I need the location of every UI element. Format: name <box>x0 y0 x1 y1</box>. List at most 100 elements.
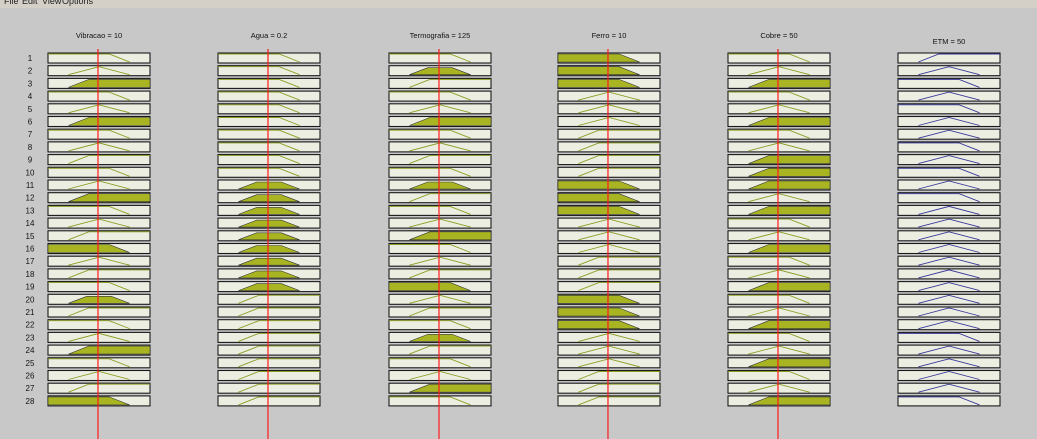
rule-plot-box[interactable] <box>727 90 831 102</box>
rule-plot-box[interactable] <box>897 77 1001 89</box>
rule-plot-box[interactable] <box>727 331 831 343</box>
rule-number-label[interactable]: 8 <box>28 143 33 152</box>
rule-plot-box[interactable] <box>47 166 151 178</box>
rule-plot-box[interactable] <box>557 217 661 229</box>
rule-number-label[interactable]: 13 <box>26 206 35 215</box>
rule-plot-box[interactable] <box>557 369 661 382</box>
rule-plot-box[interactable] <box>217 357 321 369</box>
rule-number-label[interactable]: 4 <box>28 92 33 101</box>
rule-plot-box[interactable] <box>47 255 151 267</box>
rule-plot-box[interactable] <box>557 166 661 178</box>
rule-plot-box[interactable] <box>47 128 151 140</box>
rule-plot-box[interactable] <box>388 293 492 305</box>
rule-plot-box[interactable] <box>388 103 492 115</box>
rule-number-label[interactable]: 17 <box>26 257 35 266</box>
rule-number-label[interactable]: 16 <box>26 245 35 254</box>
rule-plot-box[interactable] <box>217 319 321 331</box>
rule-plot-box[interactable] <box>727 344 831 356</box>
rule-plot-box[interactable] <box>388 357 492 369</box>
rule-number-label[interactable]: 26 <box>26 372 35 381</box>
rule-plot-box[interactable] <box>897 52 1001 64</box>
rule-plot-box[interactable] <box>47 103 151 115</box>
rule-plot-box[interactable] <box>897 204 1001 216</box>
rule-number-label[interactable]: 22 <box>26 321 35 330</box>
rule-plot-box[interactable] <box>897 306 1001 318</box>
rule-plot-box[interactable] <box>557 90 661 102</box>
rule-plot-box[interactable] <box>727 306 831 318</box>
rule-plot-box[interactable] <box>47 52 151 64</box>
rule-plot-box[interactable] <box>388 344 492 356</box>
rule-plot-box[interactable] <box>897 179 1001 191</box>
rule-plot-box[interactable] <box>47 319 151 331</box>
rule-plot-box[interactable] <box>897 141 1001 153</box>
rule-plot-box[interactable] <box>388 395 492 407</box>
rule-plot-box[interactable] <box>557 255 661 267</box>
rule-plot-box[interactable] <box>897 217 1001 229</box>
rule-plot-box[interactable] <box>217 115 321 128</box>
rule-plot-box[interactable] <box>557 344 661 356</box>
rule-number-label[interactable]: 18 <box>26 270 35 279</box>
rule-plot-box[interactable] <box>47 281 151 293</box>
rule-number-label[interactable]: 24 <box>26 346 35 355</box>
rule-plot-box[interactable] <box>897 115 1001 128</box>
rule-plot-box[interactable] <box>217 90 321 102</box>
rule-plot-box[interactable] <box>897 65 1001 77</box>
rule-plot-box[interactable] <box>897 90 1001 102</box>
rule-plot-box[interactable] <box>897 281 1001 293</box>
rule-plot-box[interactable] <box>557 154 661 166</box>
rule-plot-box[interactable] <box>557 242 661 255</box>
rule-plot-box[interactable] <box>217 141 321 153</box>
rule-plot-box[interactable] <box>897 293 1001 305</box>
rule-plot-box[interactable] <box>897 103 1001 115</box>
rule-plot-box[interactable] <box>388 77 492 89</box>
rule-plot-box[interactable] <box>557 357 661 369</box>
rule-plot-box[interactable] <box>557 395 661 407</box>
rule-plot-box[interactable] <box>897 255 1001 267</box>
rule-plot-box[interactable] <box>217 382 321 394</box>
rule-plot-box[interactable] <box>217 331 321 343</box>
rule-plot-box[interactable] <box>47 217 151 229</box>
rule-plot-box[interactable] <box>217 344 321 356</box>
rule-plot-box[interactable] <box>388 268 492 280</box>
rule-plot-box[interactable] <box>727 192 831 204</box>
menu-edit[interactable]: Edit <box>22 0 38 6</box>
rule-plot-box[interactable] <box>47 154 151 166</box>
rule-plot-box[interactable] <box>47 90 151 102</box>
rule-plot-box[interactable] <box>47 382 151 394</box>
rule-plot-box[interactable] <box>557 230 661 242</box>
rule-plot-box[interactable] <box>388 128 492 140</box>
rule-plot-box[interactable] <box>727 65 831 77</box>
rule-plot-box[interactable] <box>557 382 661 394</box>
rule-plot-box[interactable] <box>388 166 492 178</box>
rule-plot-box[interactable] <box>388 192 492 204</box>
rule-plot-box[interactable] <box>897 395 1001 407</box>
menu-view[interactable]: View <box>42 0 62 6</box>
rule-plot-box[interactable] <box>217 103 321 115</box>
rule-plot-box[interactable] <box>557 268 661 280</box>
rule-plot-box[interactable] <box>897 128 1001 140</box>
rule-plot-box[interactable] <box>727 255 831 267</box>
rule-plot-box[interactable] <box>388 319 492 331</box>
rule-plot-box[interactable] <box>557 331 661 343</box>
rule-plot-box[interactable] <box>217 128 321 140</box>
rule-plot-box[interactable] <box>388 369 492 382</box>
rule-plot-box[interactable] <box>388 52 492 64</box>
rule-number-label[interactable]: 10 <box>26 168 35 177</box>
rule-number-label[interactable]: 3 <box>28 79 33 88</box>
rule-number-label[interactable]: 7 <box>28 130 33 139</box>
rule-number-label[interactable]: 6 <box>28 118 33 127</box>
rule-plot-box[interactable] <box>217 395 321 407</box>
rule-plot-box[interactable] <box>897 357 1001 369</box>
rule-plot-box[interactable] <box>557 128 661 140</box>
rule-plot-box[interactable] <box>897 382 1001 394</box>
rule-plot-box[interactable] <box>727 141 831 153</box>
rule-plot-box[interactable] <box>727 369 831 382</box>
rule-number-label[interactable]: 9 <box>28 156 33 165</box>
rule-plot-box[interactable] <box>217 52 321 64</box>
rule-plot-box[interactable] <box>388 306 492 318</box>
rule-plot-box[interactable] <box>47 369 151 382</box>
rule-plot-box[interactable] <box>897 166 1001 178</box>
rule-plot-box[interactable] <box>897 230 1001 242</box>
rule-plot-box[interactable] <box>47 357 151 369</box>
rule-number-label[interactable]: 23 <box>26 333 35 342</box>
